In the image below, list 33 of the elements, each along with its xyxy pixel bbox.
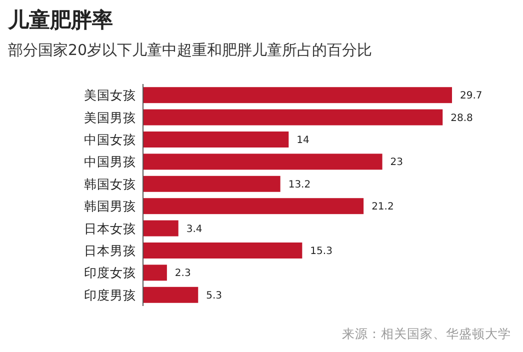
y-tick-label: 美国女孩: [84, 88, 136, 103]
data-label: 28.8: [450, 112, 473, 124]
bar: [143, 132, 289, 148]
y-tick-label: 日本男孩: [84, 243, 136, 258]
bar: [143, 286, 198, 303]
bar: [143, 109, 443, 126]
y-tick-label: 中国女孩: [84, 132, 136, 147]
y-tick-label: 日本女孩: [84, 220, 136, 236]
bar: [143, 154, 382, 170]
data-label: 15.3: [310, 246, 332, 257]
data-label: 13.2: [288, 179, 311, 190]
data-label: 23: [390, 157, 404, 168]
data-label: 21.2: [372, 202, 394, 213]
data-label: 14: [296, 135, 310, 146]
bar: [143, 87, 452, 104]
y-tick-label: 美国男孩: [84, 110, 136, 125]
bar: [143, 220, 178, 236]
bar: [143, 264, 167, 281]
data-label: 29.7: [460, 90, 482, 102]
bar: [143, 176, 280, 192]
y-tick-label: 中国男孩: [84, 154, 136, 170]
chart-subtitle: 部分国家20岁以下儿童中超重和肥胖儿童所占的百分比: [8, 41, 372, 59]
y-tick-label: 印度男孩: [84, 287, 136, 302]
data-label: 5.3: [206, 290, 222, 302]
bar: [143, 198, 364, 214]
source-note: 来源：相关国家、华盛顿大学: [342, 326, 511, 341]
y-tick-label: 韩国女孩: [84, 176, 136, 192]
y-tick-label: 韩国男孩: [84, 198, 136, 214]
bar: [143, 242, 302, 258]
data-label: 3.4: [186, 224, 202, 235]
data-label: 2.3: [174, 268, 191, 280]
y-tick-label: 印度女孩: [84, 265, 136, 280]
chart-title: 儿童肥胖率: [7, 8, 113, 32]
